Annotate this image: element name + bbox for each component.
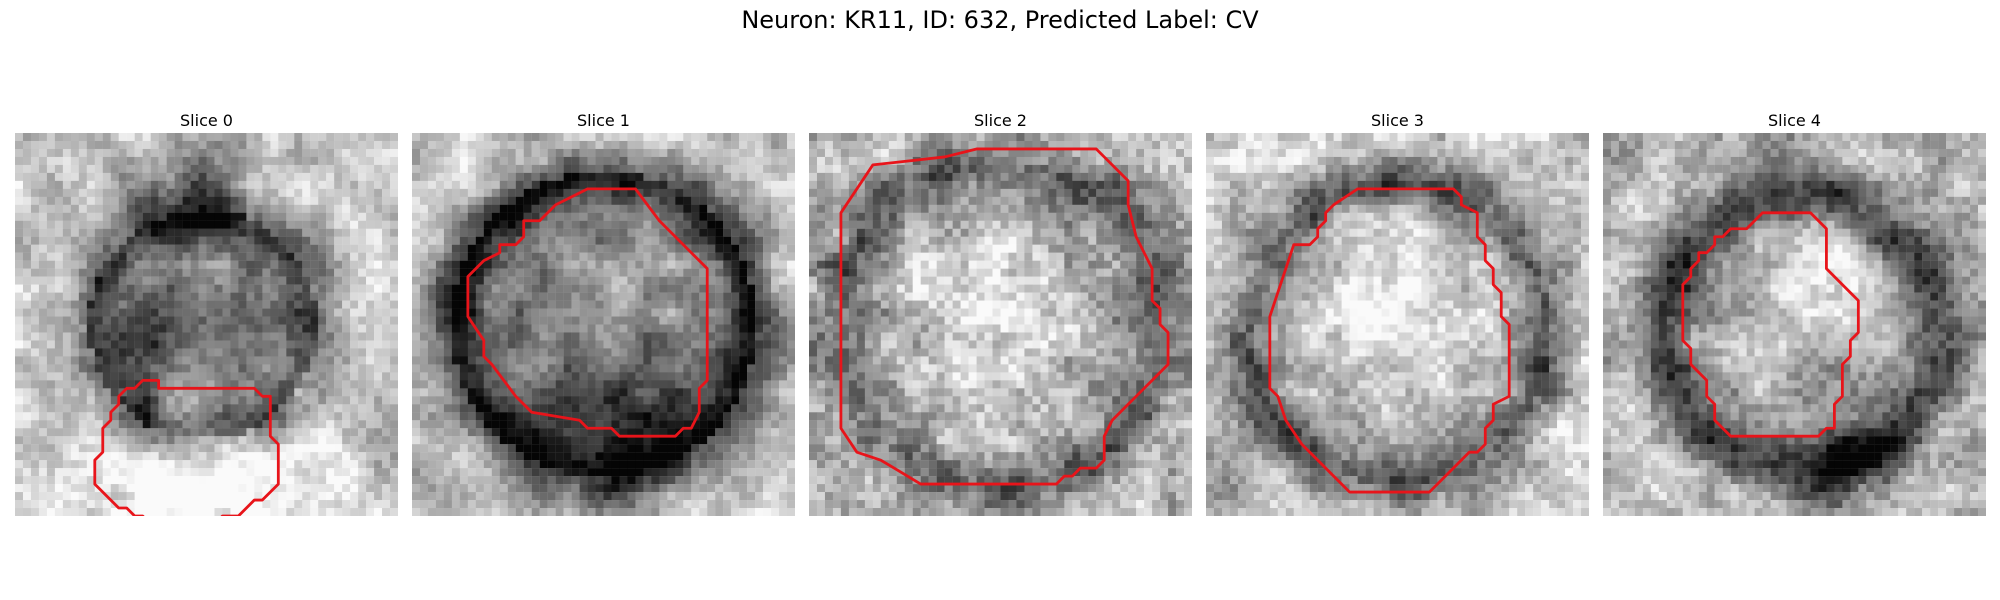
slice-title: Slice 2 bbox=[974, 111, 1027, 130]
slice-pixels bbox=[412, 133, 795, 516]
segmentation-contour bbox=[1268, 187, 1511, 494]
slice-panel-1: Slice 1 bbox=[412, 108, 795, 516]
slice-image-1 bbox=[412, 133, 795, 516]
slice-title: Slice 4 bbox=[1768, 111, 1821, 130]
segmentation-contour bbox=[93, 378, 280, 516]
segmentation-contour bbox=[839, 147, 1170, 486]
segmentation-contour bbox=[466, 187, 709, 438]
slice-title: Slice 0 bbox=[180, 111, 233, 130]
slice-panel-3: Slice 3 bbox=[1206, 108, 1589, 516]
slice-panel-2: Slice 2 bbox=[809, 108, 1192, 516]
slice-pixels bbox=[809, 133, 1192, 516]
segmentation-contour bbox=[1681, 211, 1860, 438]
slice-pixels bbox=[1206, 133, 1589, 516]
slice-image-0 bbox=[15, 133, 398, 516]
slice-panel-4: Slice 4 bbox=[1603, 108, 1986, 516]
slice-pixels bbox=[15, 133, 398, 516]
slice-image-3 bbox=[1206, 133, 1589, 516]
slice-image-2 bbox=[809, 133, 1192, 516]
slice-image-4 bbox=[1603, 133, 1986, 516]
slice-panel-0: Slice 0 bbox=[15, 108, 398, 516]
slice-title: Slice 3 bbox=[1371, 111, 1424, 130]
figure-title: Neuron: KR11, ID: 632, Predicted Label: … bbox=[741, 6, 1259, 34]
slice-pixels bbox=[1603, 133, 1986, 516]
slice-title: Slice 1 bbox=[577, 111, 630, 130]
